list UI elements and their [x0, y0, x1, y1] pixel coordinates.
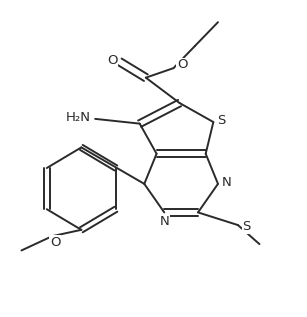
Text: H₂N: H₂N — [66, 111, 91, 124]
Text: S: S — [217, 114, 226, 127]
Text: O: O — [177, 58, 187, 72]
Text: O: O — [50, 236, 60, 249]
Text: S: S — [242, 220, 251, 233]
Text: N: N — [222, 176, 231, 189]
Text: N: N — [159, 215, 169, 229]
Text: O: O — [107, 54, 117, 67]
